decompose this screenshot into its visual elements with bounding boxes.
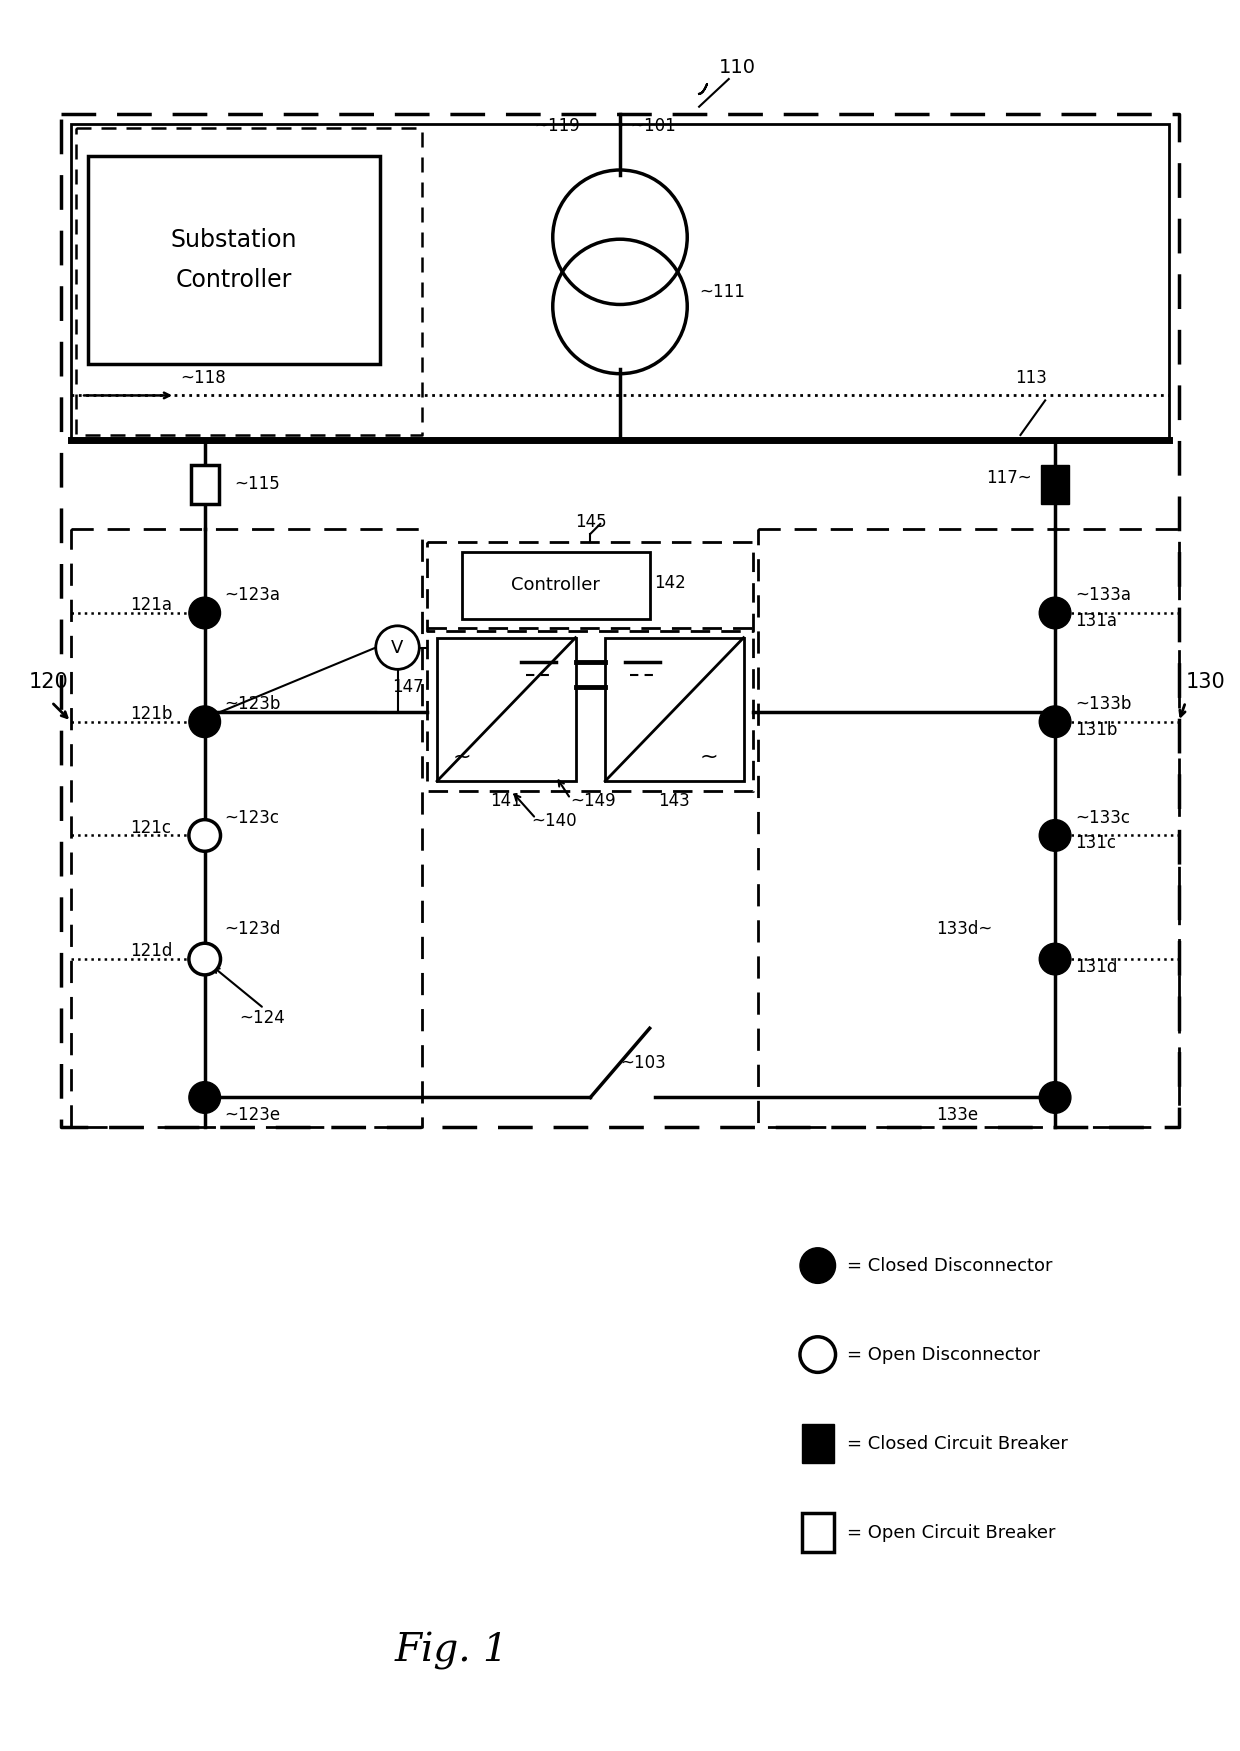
Text: 117~: 117~ <box>986 469 1032 487</box>
Text: 120: 120 <box>29 672 68 692</box>
Text: V: V <box>392 639 404 657</box>
Text: ~123c: ~123c <box>224 809 279 826</box>
Bar <box>605 637 744 781</box>
Text: ~118: ~118 <box>180 369 226 387</box>
Text: ~: ~ <box>699 746 718 767</box>
Circle shape <box>1039 1082 1071 1114</box>
Text: 121b: 121b <box>130 706 172 723</box>
Text: Controller: Controller <box>511 576 600 594</box>
Circle shape <box>188 1082 221 1114</box>
Text: 121d: 121d <box>130 942 172 960</box>
Text: = Closed Circuit Breaker: = Closed Circuit Breaker <box>847 1434 1069 1453</box>
Text: ~: ~ <box>453 746 471 767</box>
Bar <box>802 1424 833 1464</box>
Text: ~133a: ~133a <box>1075 587 1131 604</box>
Text: 133e: 133e <box>936 1107 978 1124</box>
Text: ~123b: ~123b <box>224 695 280 713</box>
Text: Controller: Controller <box>176 268 293 292</box>
Text: = Open Disconnector: = Open Disconnector <box>847 1345 1040 1364</box>
Text: ~133b: ~133b <box>1075 695 1131 713</box>
Bar <box>1042 464 1069 504</box>
Circle shape <box>188 944 221 975</box>
Circle shape <box>1039 706 1071 737</box>
Text: 110: 110 <box>719 58 756 77</box>
Text: 131d: 131d <box>1075 958 1117 975</box>
Bar <box>88 156 379 364</box>
Bar <box>802 1513 833 1553</box>
Bar <box>461 552 650 618</box>
Text: ~133c: ~133c <box>1075 809 1130 826</box>
Text: 133d~: 133d~ <box>936 921 993 939</box>
Circle shape <box>800 1248 836 1283</box>
Text: ~123a: ~123a <box>224 587 280 604</box>
Text: 121c: 121c <box>130 818 171 837</box>
Text: ~123d: ~123d <box>224 921 280 939</box>
Text: Fig. 1: Fig. 1 <box>396 1632 508 1670</box>
Text: 130: 130 <box>1185 672 1225 692</box>
Text: ~103: ~103 <box>620 1054 666 1072</box>
Text: 131c: 131c <box>1075 835 1116 853</box>
Text: ~140: ~140 <box>531 812 577 830</box>
Text: 142: 142 <box>655 574 687 592</box>
Text: = Open Circuit Breaker: = Open Circuit Breaker <box>847 1523 1056 1541</box>
Text: 141: 141 <box>490 791 522 811</box>
Text: 145: 145 <box>575 513 608 531</box>
Circle shape <box>188 597 221 629</box>
Text: = Closed Disconnector: = Closed Disconnector <box>847 1257 1053 1275</box>
Text: ~101: ~101 <box>630 117 676 135</box>
Text: 121a: 121a <box>130 595 172 615</box>
Circle shape <box>188 706 221 737</box>
Circle shape <box>1039 819 1071 851</box>
Bar <box>191 464 218 504</box>
Bar <box>436 637 575 781</box>
Circle shape <box>800 1336 836 1373</box>
Text: ~123e: ~123e <box>224 1107 280 1124</box>
Text: 131b: 131b <box>1075 721 1117 739</box>
Text: 131a: 131a <box>1075 611 1117 630</box>
Circle shape <box>1039 597 1071 629</box>
Circle shape <box>188 819 221 851</box>
Circle shape <box>1039 944 1071 975</box>
Bar <box>71 124 1169 440</box>
Text: ~124: ~124 <box>239 1009 285 1028</box>
Text: Substation: Substation <box>171 228 298 252</box>
Text: 147: 147 <box>393 678 424 697</box>
Text: ~119: ~119 <box>534 117 580 135</box>
Text: ~111: ~111 <box>699 282 745 301</box>
Text: ~115: ~115 <box>234 476 280 494</box>
Text: 143: 143 <box>658 791 691 811</box>
Text: 113: 113 <box>1016 369 1048 387</box>
Text: ~149: ~149 <box>570 791 616 811</box>
Circle shape <box>376 625 419 669</box>
